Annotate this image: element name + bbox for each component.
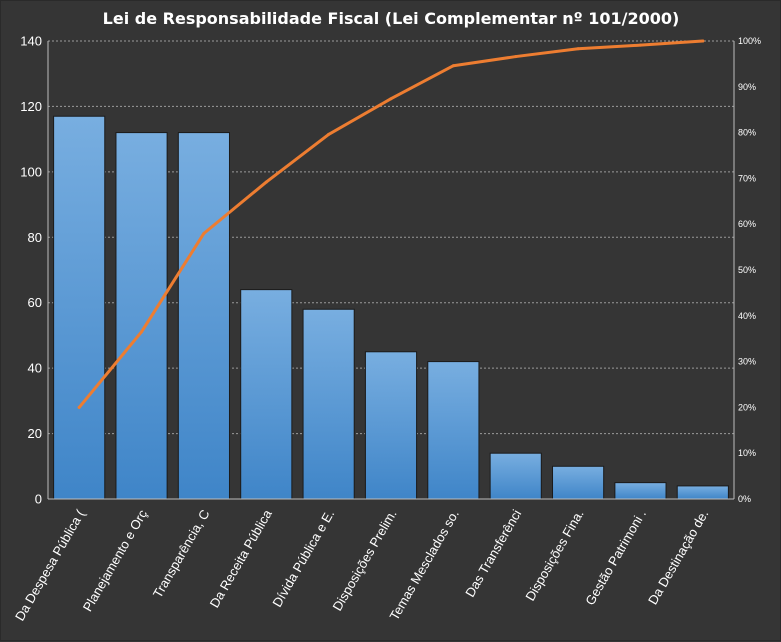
cumulative-point bbox=[140, 330, 144, 334]
bar bbox=[364, 351, 418, 500]
cumulative-point bbox=[576, 47, 580, 51]
chart-title: Lei de Responsabilidade Fiscal (Lei Comp… bbox=[103, 9, 680, 28]
x-tick-label: Da Destinação de. bbox=[645, 507, 711, 607]
cumulative-point bbox=[638, 43, 642, 47]
y-tick-label: 100 bbox=[20, 164, 42, 179]
cumulative-point bbox=[389, 97, 393, 101]
cumulative-point bbox=[327, 132, 331, 136]
cumulative-point bbox=[451, 64, 455, 68]
y-tick-label: 120 bbox=[20, 99, 42, 114]
x-tick-label: Gestão Patrimoni . bbox=[582, 507, 649, 608]
y2-tick-label: 40% bbox=[738, 311, 756, 321]
x-axis: Da Despesa Pública (Planejamento e Orç Tr… bbox=[12, 498, 734, 623]
x-tick-label: Planejamento e Orç bbox=[80, 507, 151, 614]
y2-tick-label: 90% bbox=[738, 82, 756, 92]
y-tick-label: 20 bbox=[28, 426, 42, 441]
cumulative-point bbox=[77, 405, 81, 409]
y2-tick-label: 50% bbox=[738, 265, 756, 275]
x-tick-label: Da Despesa Pública ( bbox=[12, 506, 88, 623]
y-tick-label: 40 bbox=[28, 361, 42, 376]
y2-tick-label: 30% bbox=[738, 357, 756, 367]
bar bbox=[53, 115, 106, 500]
bar bbox=[552, 465, 605, 500]
cumulative-point bbox=[202, 231, 206, 235]
y-axis-left: 0 20 40 60 80 100 120 140 bbox=[20, 34, 49, 507]
y2-tick-label: 70% bbox=[738, 173, 756, 183]
bar bbox=[115, 132, 168, 500]
y2-tick-label: 10% bbox=[738, 448, 756, 458]
y2-tick-label: 0% bbox=[738, 494, 751, 504]
bar bbox=[427, 361, 480, 500]
x-tick-label: Transparência, C bbox=[150, 507, 213, 600]
cumulative-point bbox=[701, 39, 705, 43]
bar bbox=[614, 482, 667, 500]
bar bbox=[240, 289, 293, 500]
cumulative-point bbox=[264, 180, 268, 184]
x-tick-label: Temas Mesclados so. bbox=[386, 507, 461, 623]
x-tick-label: Disposições Prelim. bbox=[330, 507, 400, 613]
bar bbox=[302, 308, 355, 500]
bar bbox=[676, 485, 729, 500]
y-tick-label: 60 bbox=[28, 295, 42, 310]
x-tick-label: Das Transferênci bbox=[462, 507, 524, 600]
y-tick-label: 140 bbox=[20, 34, 42, 49]
x-tick-label: Disposições Fina. bbox=[522, 507, 586, 603]
y2-tick-label: 60% bbox=[738, 219, 756, 229]
y2-tick-label: 100% bbox=[738, 36, 761, 46]
bar bbox=[177, 132, 230, 500]
bar-layer bbox=[53, 115, 729, 500]
y-axis-right: 0% 10% 20% 30% 40% 50% 60% 70% 80% 90% 100% bbox=[733, 36, 761, 504]
x-tick-label: Da Receita Pública bbox=[207, 506, 276, 610]
x-tick-label: Dívida Pública e E. bbox=[269, 507, 337, 610]
line-layer bbox=[77, 39, 705, 409]
y-tick-label: 80 bbox=[28, 230, 42, 245]
y-tick-label: 0 bbox=[35, 492, 42, 507]
y2-tick-label: 80% bbox=[738, 128, 756, 138]
cumulative-point bbox=[514, 55, 518, 59]
bar bbox=[489, 452, 542, 500]
y2-tick-label: 20% bbox=[738, 402, 756, 412]
